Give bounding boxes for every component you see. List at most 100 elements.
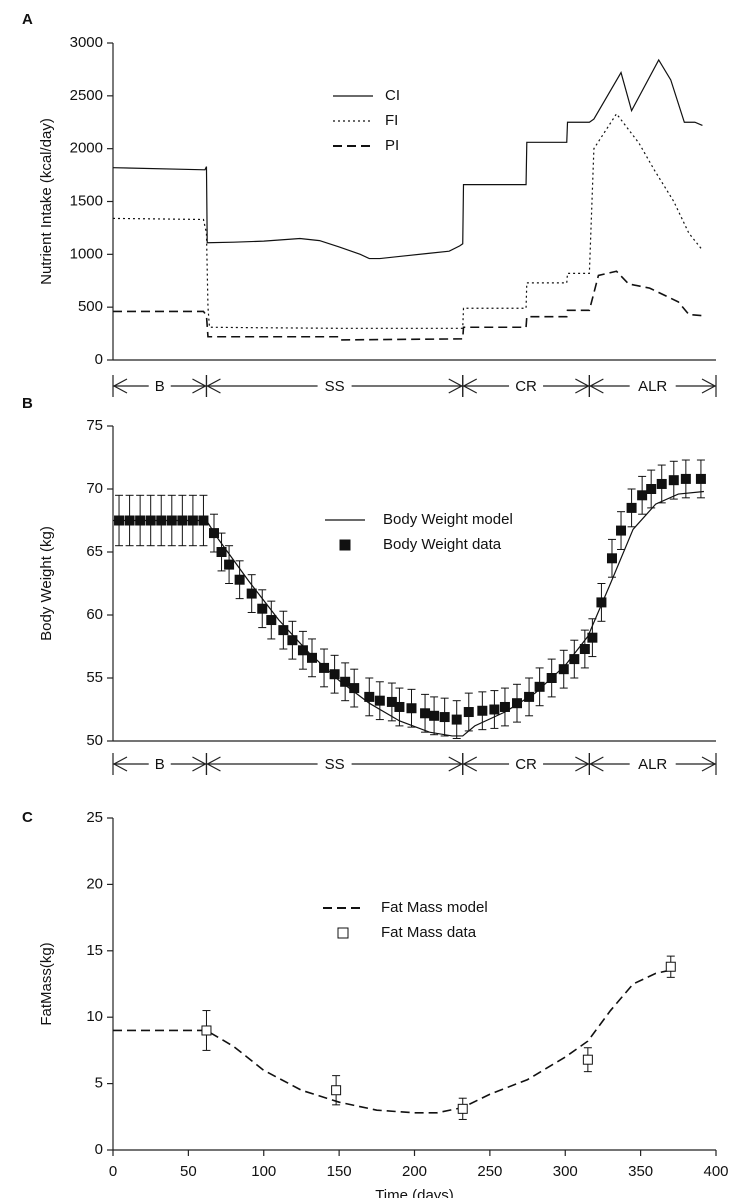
- phase-label-bg: [317, 376, 352, 396]
- phase-label: CR: [515, 756, 537, 773]
- y-axis-label: Body Weight (kg): [38, 526, 55, 641]
- y-tick-label: 50: [86, 732, 103, 749]
- y-tick-label: 75: [86, 417, 103, 434]
- data-point: [637, 490, 648, 501]
- y-tick-label: 60: [86, 606, 103, 623]
- y-tick-label: 1500: [70, 192, 103, 209]
- x-tick-label: 300: [553, 1163, 578, 1180]
- data-point: [145, 515, 156, 526]
- data-point: [209, 528, 220, 539]
- x-tick-label: 50: [180, 1163, 197, 1180]
- arrow-head: [462, 378, 478, 394]
- phase-label-bg: [629, 754, 676, 774]
- panel-label: A: [22, 11, 33, 28]
- phase-label-bg: [509, 376, 544, 396]
- phase-label: ALR: [638, 756, 667, 773]
- arrow-head: [206, 756, 221, 772]
- phase-label: B: [155, 378, 165, 395]
- data-point: [534, 681, 545, 692]
- y-axis-label: FatMass(kg): [38, 942, 55, 1025]
- phase-label-bg: [148, 754, 171, 774]
- data-point: [319, 662, 330, 673]
- data-point: [695, 473, 706, 484]
- legend-label: Fat Mass data: [381, 924, 477, 941]
- x-tick-label: 250: [477, 1163, 502, 1180]
- data-point: [135, 515, 146, 526]
- data-point: [331, 1085, 342, 1096]
- phase-label-bg: [148, 376, 171, 396]
- arrow-head: [589, 756, 604, 772]
- data-point: [616, 525, 627, 536]
- data-point: [546, 673, 557, 683]
- panel-label: B: [22, 395, 33, 412]
- y-tick-label: 10: [86, 1008, 103, 1025]
- legend-label: Fat Mass model: [381, 899, 488, 916]
- data-point: [524, 691, 535, 702]
- y-tick-label: 0: [95, 1141, 103, 1158]
- data-point: [569, 654, 580, 665]
- data-point: [406, 703, 417, 714]
- y-tick-label: 1000: [70, 245, 103, 262]
- data-point: [499, 701, 510, 712]
- phase-label: ALR: [638, 378, 667, 395]
- arrow-head: [701, 756, 717, 772]
- phase-label-bg: [317, 754, 352, 774]
- y-tick-label: 55: [86, 669, 103, 686]
- x-tick-label: 100: [251, 1163, 276, 1180]
- phase-label: B: [155, 756, 165, 773]
- data-point: [340, 676, 351, 687]
- data-point: [297, 645, 308, 656]
- legend-swatch: [339, 539, 351, 551]
- y-tick-label: 20: [86, 875, 103, 892]
- data-point: [234, 574, 245, 585]
- phase-label: SS: [325, 378, 345, 395]
- x-tick-label: 200: [402, 1163, 427, 1180]
- data-point: [329, 669, 340, 680]
- data-point: [665, 961, 676, 972]
- data-point: [386, 696, 397, 707]
- y-tick-label: 500: [78, 298, 103, 315]
- arrow-head: [589, 378, 604, 394]
- data-point: [166, 515, 177, 526]
- data-point: [364, 691, 375, 702]
- data-point: [477, 705, 488, 716]
- data-point: [349, 683, 360, 694]
- x-tick-label: 150: [327, 1163, 352, 1180]
- arrow-head: [448, 756, 464, 772]
- series-line: [113, 490, 704, 737]
- data-point: [156, 515, 167, 526]
- y-tick-label: 2500: [70, 87, 103, 104]
- data-point: [587, 632, 598, 643]
- legend-label: PI: [385, 137, 399, 154]
- arrow-head: [112, 756, 128, 772]
- data-point: [646, 484, 657, 494]
- data-point: [201, 1025, 212, 1036]
- phase-label: SS: [325, 756, 345, 773]
- data-point: [187, 515, 198, 526]
- x-tick-label: 0: [109, 1163, 117, 1180]
- data-point: [124, 515, 135, 526]
- data-point: [457, 1103, 468, 1114]
- y-tick-label: 5: [95, 1075, 103, 1092]
- y-tick-label: 65: [86, 543, 103, 560]
- data-point: [224, 559, 235, 570]
- data-point: [246, 588, 257, 599]
- arrow-head: [462, 756, 478, 772]
- data-point: [606, 553, 617, 564]
- data-point: [394, 701, 405, 712]
- legend-label: Body Weight model: [383, 511, 513, 528]
- data-point: [266, 615, 277, 626]
- arrow-head: [206, 378, 221, 394]
- arrow-head: [192, 756, 207, 772]
- data-point: [596, 597, 607, 608]
- legend-label: FI: [385, 112, 398, 129]
- data-point: [512, 698, 523, 709]
- arrow-head: [575, 756, 590, 772]
- data-point: [668, 475, 679, 486]
- data-point: [439, 712, 450, 723]
- x-axis-label: Time (days): [375, 1187, 454, 1198]
- arrow-head: [112, 378, 128, 394]
- x-tick-label: 400: [703, 1163, 728, 1180]
- series-line: [113, 270, 703, 341]
